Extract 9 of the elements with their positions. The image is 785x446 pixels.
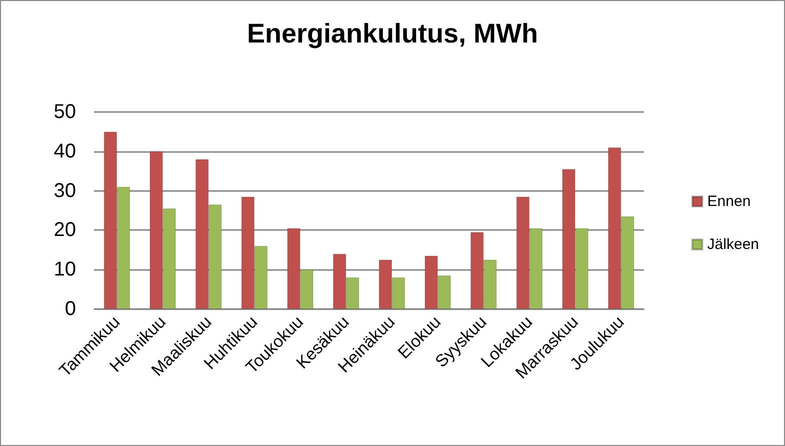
legend-label: Ennen	[707, 193, 751, 210]
y-tick-label: 30	[54, 180, 76, 202]
y-tick-label: 10	[54, 258, 76, 281]
y-tick-label: 0	[64, 298, 76, 320]
chart-title: Energiankulutus, MWh	[246, 18, 538, 48]
y-tick-label: 20	[54, 219, 76, 242]
legend-label: Jälkeen	[707, 236, 759, 253]
y-tick-label: 40	[54, 140, 76, 162]
y-tick-label: 50	[54, 101, 76, 123]
